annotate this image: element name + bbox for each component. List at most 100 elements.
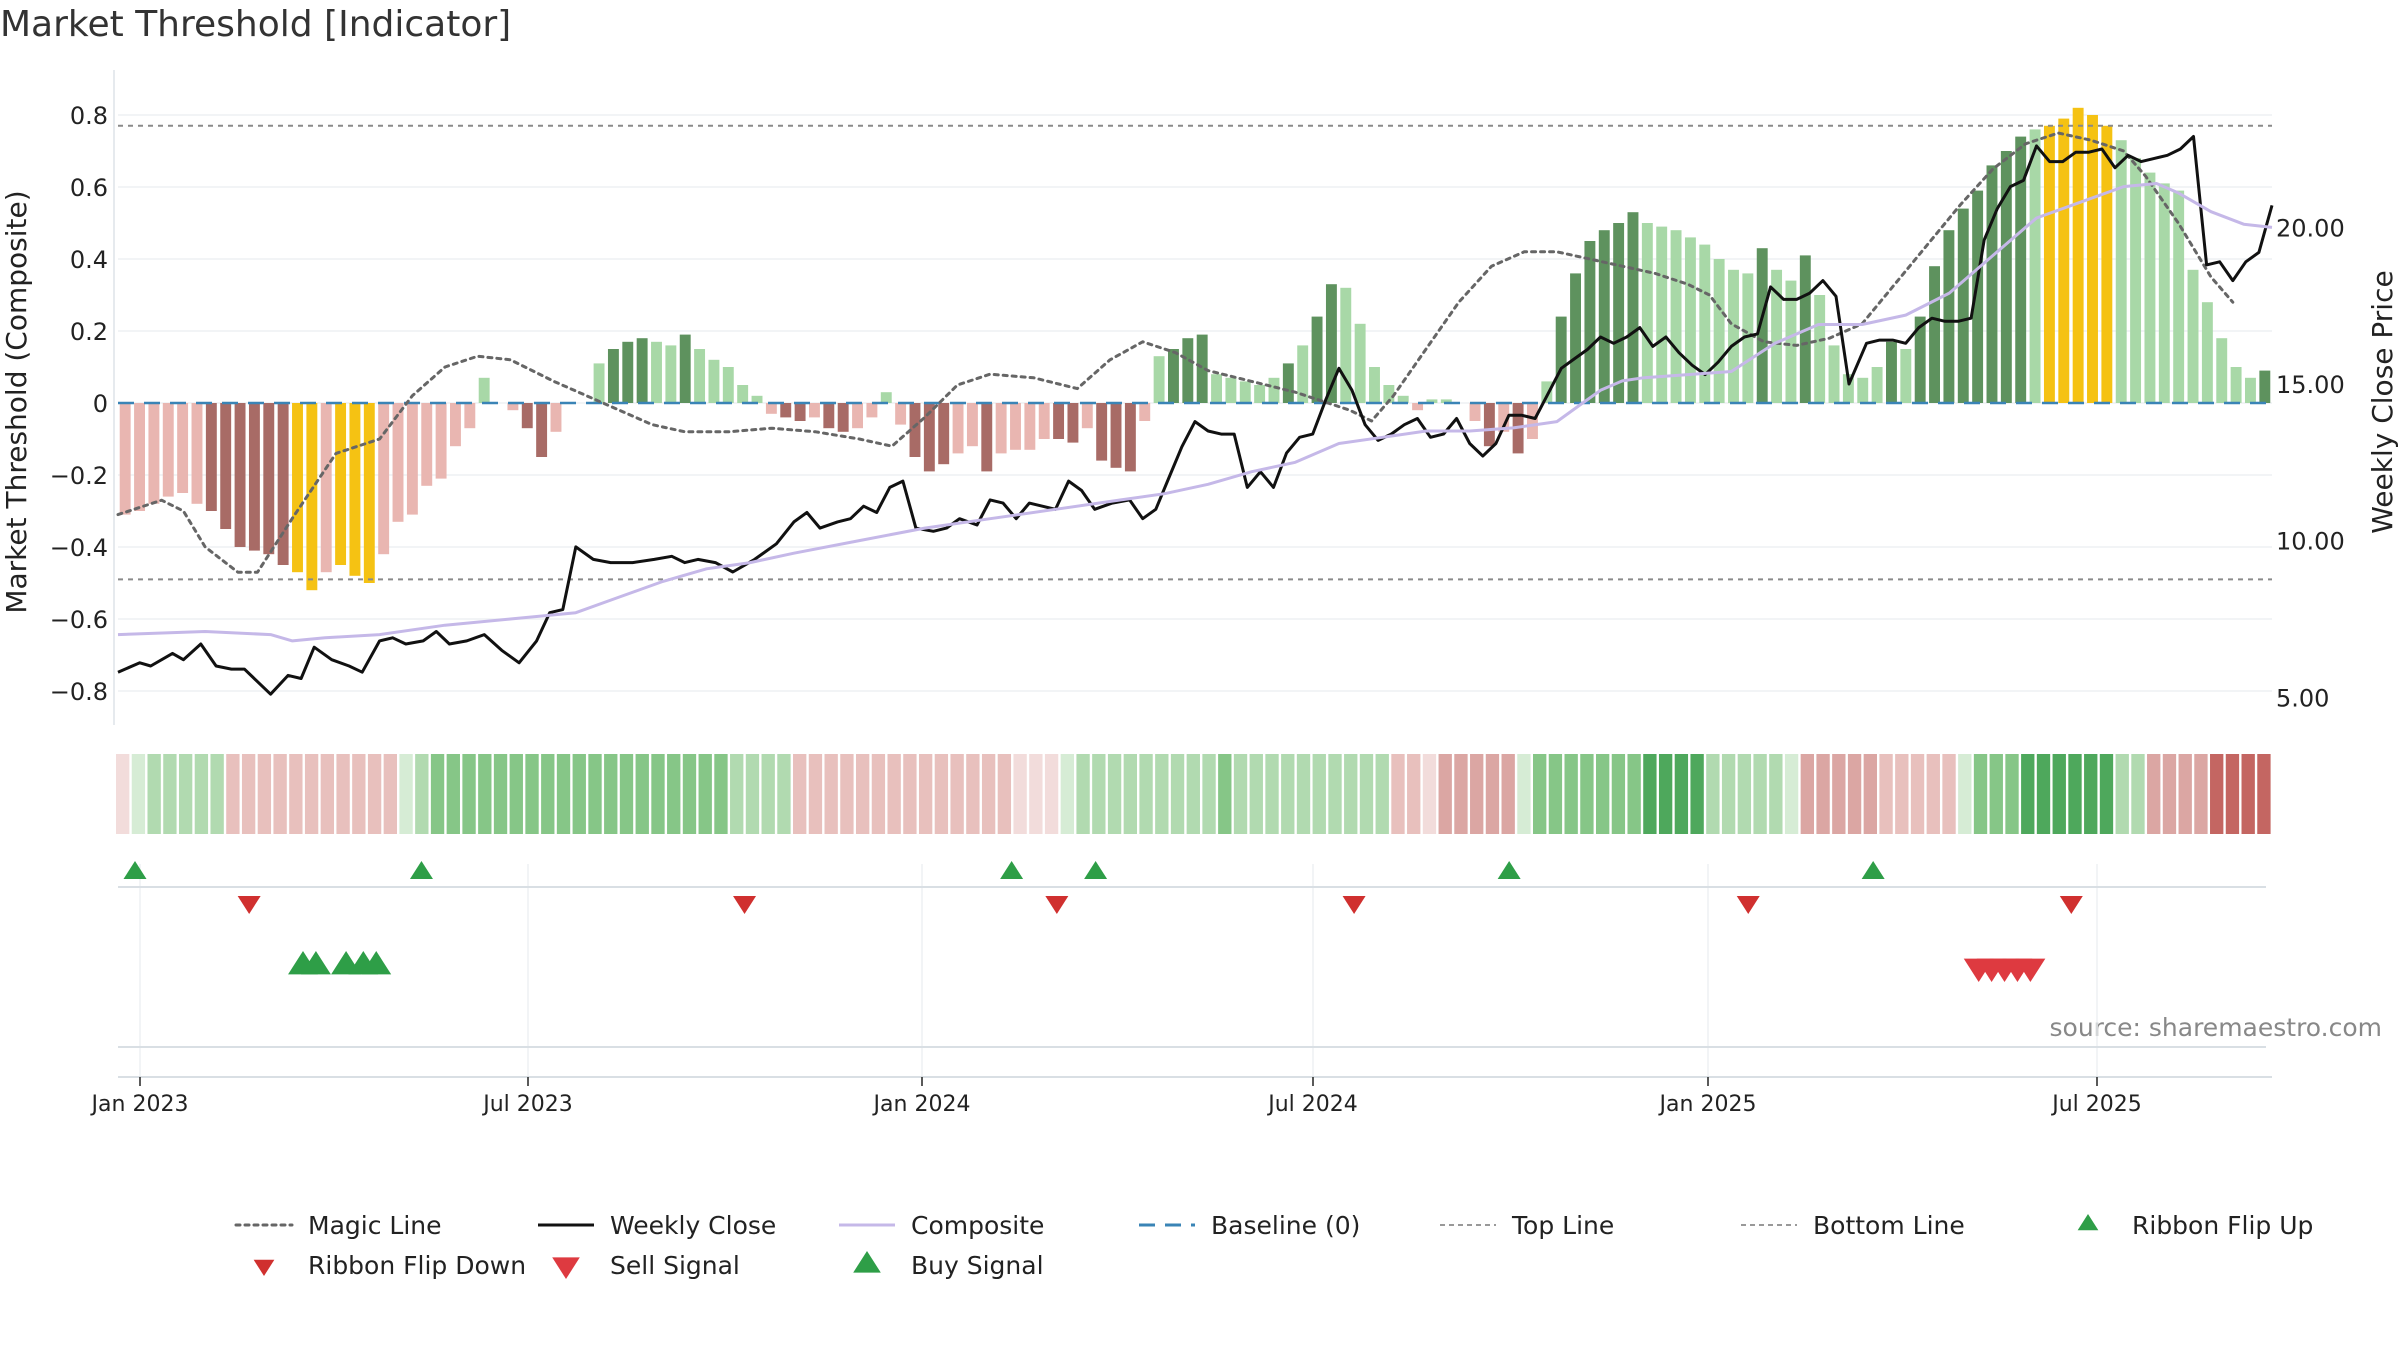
threshold-bar bbox=[852, 403, 863, 429]
threshold-bar bbox=[464, 403, 476, 429]
legend-label: Composite bbox=[911, 1211, 1044, 1240]
threshold-bar bbox=[1713, 259, 1725, 403]
threshold-bar bbox=[177, 403, 189, 493]
legend-swatch-ribbon-flip-up bbox=[2077, 1214, 2099, 1231]
ribbon-cell bbox=[1800, 754, 1815, 834]
threshold-bar bbox=[435, 403, 447, 479]
ribbon-cell bbox=[1312, 754, 1326, 834]
ribbon-cell bbox=[1044, 754, 1059, 834]
legend-label: Ribbon Flip Down bbox=[308, 1251, 526, 1280]
threshold-bar bbox=[995, 403, 1007, 454]
ribbon-cell bbox=[1989, 754, 2003, 834]
threshold-bar bbox=[392, 403, 404, 522]
threshold-bar bbox=[2072, 107, 2084, 404]
y-tick-label: −0.8 bbox=[50, 678, 108, 706]
threshold-bar bbox=[1541, 381, 1553, 403]
chart-title: Market Threshold [Indicator] bbox=[0, 4, 512, 45]
ribbon-cell bbox=[226, 754, 240, 834]
threshold-bar bbox=[895, 403, 907, 425]
threshold-bar bbox=[1670, 230, 1682, 403]
ribbon-cell bbox=[714, 754, 728, 834]
legend-label: Buy Signal bbox=[911, 1251, 1044, 1280]
threshold-bar bbox=[1627, 212, 1639, 403]
threshold-bar bbox=[923, 403, 935, 472]
ribbon-cell bbox=[619, 754, 634, 834]
ribbon-cell bbox=[1501, 754, 1515, 834]
ribbon-cell bbox=[1344, 754, 1358, 834]
ribbon-cell bbox=[808, 754, 823, 834]
threshold-bar bbox=[1268, 377, 1280, 403]
ribbon-cell bbox=[934, 754, 949, 834]
ribbon-flip-down-marker bbox=[733, 896, 757, 914]
y-tick-label: −0.6 bbox=[50, 606, 108, 634]
threshold-bar bbox=[765, 403, 777, 414]
ribbon-cell bbox=[588, 754, 602, 834]
y-tick-label: 0.4 bbox=[70, 246, 108, 274]
threshold-bar bbox=[1871, 367, 1883, 403]
buy-signal-marker bbox=[361, 951, 392, 975]
threshold-bar bbox=[378, 403, 390, 555]
threshold-bar bbox=[2087, 115, 2098, 403]
threshold-bar bbox=[1742, 273, 1754, 403]
ribbon-cell bbox=[1564, 754, 1578, 834]
ribbon-cell bbox=[2162, 754, 2177, 834]
ribbon-cell bbox=[1958, 754, 1972, 834]
threshold-bar bbox=[2245, 377, 2256, 403]
ribbon-cell bbox=[981, 754, 996, 834]
ribbon-cell bbox=[950, 754, 964, 834]
threshold-bar bbox=[1857, 377, 1869, 403]
threshold-bar bbox=[248, 403, 260, 551]
ribbon-cell bbox=[2036, 754, 2051, 834]
ribbon-cell bbox=[1296, 754, 1311, 834]
magic-line-line bbox=[116, 131, 2235, 574]
ribbon-cell bbox=[147, 754, 161, 834]
threshold-bar bbox=[507, 403, 519, 411]
ribbon-cell bbox=[1092, 754, 1106, 834]
threshold-bar bbox=[1957, 208, 1969, 403]
threshold-bar bbox=[2058, 118, 2070, 403]
x-tick-label: Jul 2024 bbox=[1266, 1092, 1358, 1117]
threshold-bar bbox=[1325, 284, 1337, 403]
ribbon-cell bbox=[1076, 754, 1090, 834]
ribbon-cell bbox=[2021, 754, 2035, 834]
threshold-bar bbox=[1139, 403, 1151, 421]
ribbon-cell bbox=[1470, 754, 1484, 834]
threshold-bar bbox=[909, 403, 921, 457]
ribbon-flip-up-marker bbox=[1497, 861, 1521, 879]
threshold-bar bbox=[665, 345, 677, 403]
threshold-bar bbox=[938, 403, 950, 465]
threshold-bar bbox=[1527, 403, 1538, 439]
threshold-bar bbox=[1929, 266, 1940, 403]
threshold-bar bbox=[1153, 356, 1165, 403]
ribbon-cell bbox=[1863, 754, 1877, 834]
ribbon-cell bbox=[635, 754, 649, 834]
ribbon-cell bbox=[1847, 754, 1862, 834]
threshold-bar bbox=[234, 403, 246, 547]
legend-label: Baseline (0) bbox=[1211, 1211, 1360, 1240]
ribbon-cell bbox=[2147, 754, 2161, 834]
threshold-bar bbox=[277, 403, 289, 565]
threshold-bar bbox=[981, 403, 993, 472]
threshold-bar bbox=[2130, 158, 2142, 403]
threshold-bar bbox=[2259, 370, 2271, 403]
threshold-bar bbox=[679, 334, 691, 403]
threshold-bar bbox=[593, 363, 605, 403]
ribbon-cell bbox=[210, 754, 224, 834]
threshold-bar bbox=[2043, 125, 2055, 404]
threshold-bar bbox=[2115, 140, 2127, 403]
threshold-bar bbox=[1124, 403, 1136, 472]
x-tick-label: Jul 2025 bbox=[2050, 1092, 2142, 1117]
ribbon-cell bbox=[367, 754, 382, 834]
threshold-bar bbox=[320, 403, 332, 573]
y-tick-label: 0 bbox=[93, 390, 108, 418]
threshold-bar bbox=[780, 403, 792, 418]
ribbon-cell bbox=[352, 754, 366, 834]
threshold-bar bbox=[2216, 338, 2228, 403]
ribbon-cell bbox=[2241, 754, 2255, 834]
threshold-bar bbox=[148, 403, 160, 504]
ribbon-cell bbox=[1706, 754, 1720, 834]
ribbon-cell bbox=[304, 754, 319, 834]
legend-label: Weekly Close bbox=[610, 1211, 776, 1240]
ribbon-cell bbox=[1973, 754, 1988, 834]
threshold-bar bbox=[119, 403, 131, 515]
